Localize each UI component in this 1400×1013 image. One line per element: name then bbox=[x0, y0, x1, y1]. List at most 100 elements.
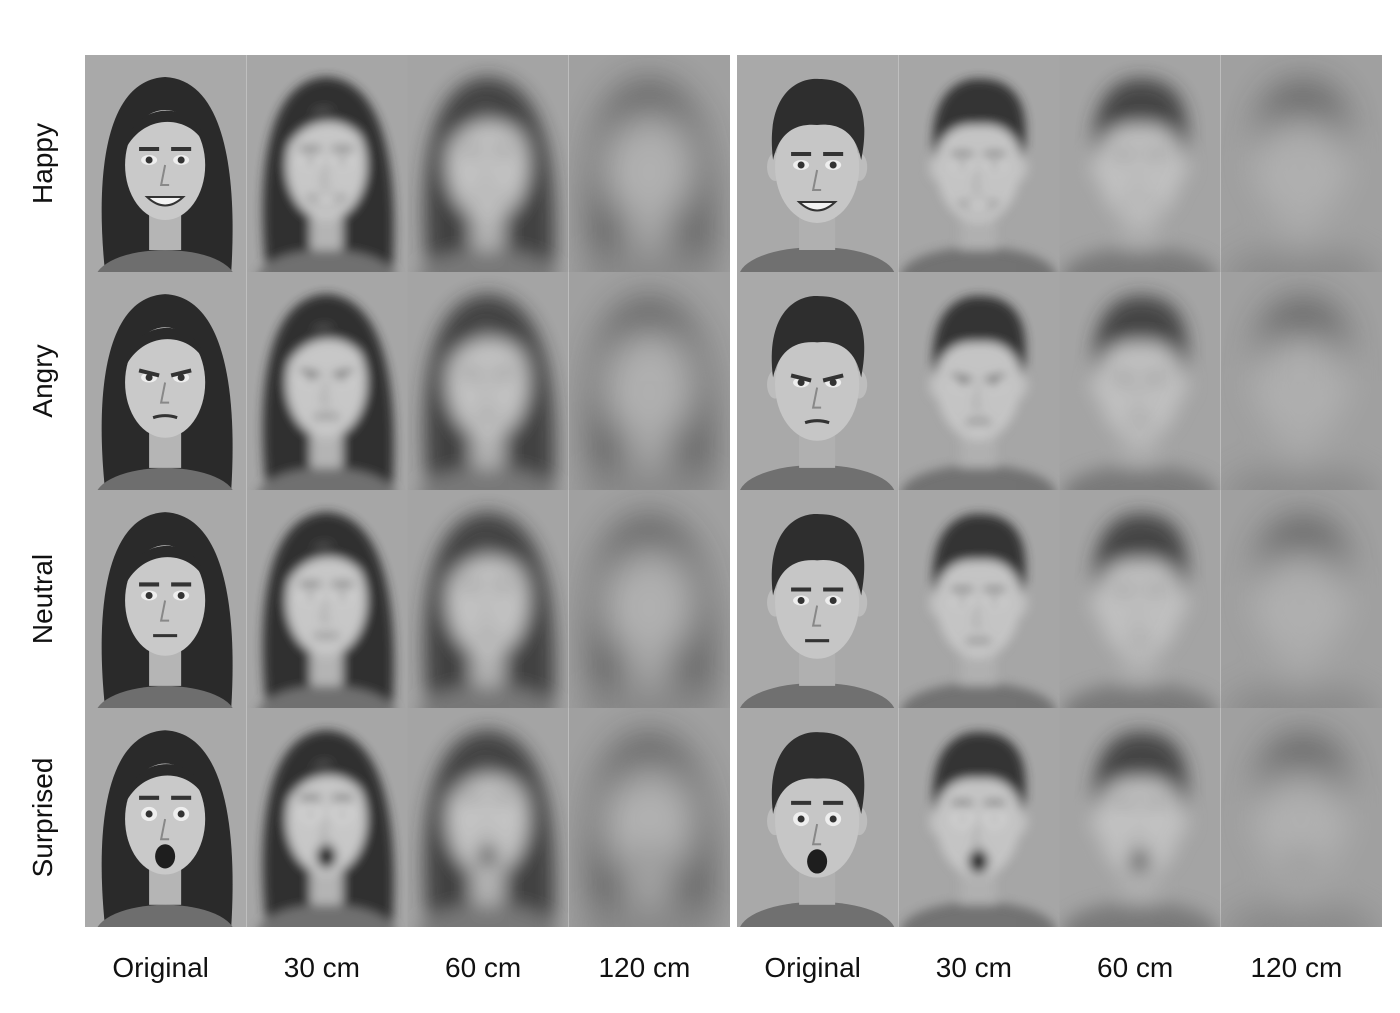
image-cell bbox=[246, 708, 408, 927]
mouth bbox=[1288, 419, 1314, 425]
shoulders bbox=[420, 904, 556, 927]
hair bbox=[1255, 295, 1349, 378]
nose bbox=[1134, 605, 1144, 627]
face bbox=[901, 295, 1056, 490]
nose bbox=[1295, 169, 1305, 191]
hair bbox=[771, 78, 865, 160]
face bbox=[420, 730, 556, 927]
skin bbox=[936, 328, 1021, 441]
face bbox=[97, 77, 233, 272]
shoulders bbox=[1223, 682, 1378, 708]
image-cell bbox=[737, 272, 899, 490]
face bbox=[1223, 732, 1378, 927]
image-cell bbox=[737, 490, 899, 708]
mouth bbox=[968, 849, 989, 874]
hair bbox=[771, 732, 865, 814]
skin bbox=[1097, 328, 1182, 441]
pupil bbox=[338, 156, 346, 164]
nose bbox=[159, 818, 170, 841]
mouth bbox=[807, 849, 828, 874]
face bbox=[1062, 513, 1217, 708]
pupil bbox=[177, 810, 185, 818]
brow bbox=[983, 373, 1005, 383]
pupil bbox=[145, 810, 153, 818]
face bbox=[97, 294, 233, 490]
nose bbox=[1134, 387, 1144, 409]
shoulders bbox=[420, 467, 556, 490]
hair bbox=[1094, 295, 1187, 378]
pupil bbox=[1152, 378, 1160, 387]
face bbox=[901, 513, 1056, 708]
face bbox=[581, 730, 717, 927]
pupil bbox=[145, 373, 153, 381]
skin bbox=[608, 763, 689, 875]
brow bbox=[1113, 373, 1135, 383]
face bbox=[1223, 513, 1378, 708]
brow bbox=[790, 373, 812, 383]
skin bbox=[1258, 111, 1343, 223]
pupil bbox=[629, 591, 637, 599]
hair bbox=[771, 295, 865, 378]
pupil bbox=[1281, 378, 1289, 387]
shoulders bbox=[901, 682, 1056, 708]
shoulders bbox=[97, 250, 233, 272]
pupil bbox=[1120, 596, 1128, 605]
skin bbox=[775, 111, 860, 223]
pupil bbox=[338, 373, 346, 381]
nose bbox=[159, 164, 170, 186]
image-cell bbox=[407, 272, 569, 490]
pupil bbox=[1281, 161, 1289, 169]
pupil bbox=[500, 810, 508, 818]
shoulders bbox=[581, 467, 717, 490]
nose bbox=[482, 382, 492, 404]
column-label: 120 cm bbox=[598, 952, 690, 983]
shoulders bbox=[258, 250, 394, 272]
row-label: Happy bbox=[27, 123, 58, 204]
mouth bbox=[144, 196, 186, 207]
nose bbox=[321, 164, 331, 186]
shoulders bbox=[1223, 901, 1378, 927]
face bbox=[581, 77, 717, 272]
fringe bbox=[447, 110, 530, 150]
hair bbox=[1255, 732, 1349, 814]
skin bbox=[936, 111, 1021, 223]
shoulders bbox=[740, 247, 895, 272]
pupil bbox=[797, 815, 805, 823]
hair bbox=[1094, 78, 1187, 160]
fringe bbox=[608, 545, 691, 586]
nose bbox=[159, 382, 170, 404]
mouth bbox=[796, 201, 838, 212]
pupil bbox=[500, 373, 508, 381]
pupil bbox=[306, 156, 314, 164]
face bbox=[901, 78, 1056, 272]
fringe bbox=[447, 764, 530, 804]
skin bbox=[608, 327, 689, 438]
pupil bbox=[629, 373, 637, 381]
pupil bbox=[177, 591, 185, 599]
pupil bbox=[661, 591, 669, 599]
shoulders bbox=[1223, 247, 1378, 272]
pupil bbox=[958, 161, 966, 169]
image-cell bbox=[898, 272, 1060, 490]
pupil bbox=[177, 373, 185, 381]
pupil bbox=[1120, 815, 1128, 823]
face bbox=[740, 513, 895, 708]
pupil bbox=[1152, 596, 1160, 605]
skin bbox=[1097, 111, 1182, 223]
mouth bbox=[155, 844, 176, 869]
pupil bbox=[145, 591, 153, 599]
fringe bbox=[125, 110, 208, 150]
pupil bbox=[990, 815, 998, 823]
pupil bbox=[958, 378, 966, 387]
row-label: Neutral bbox=[27, 554, 58, 644]
face bbox=[1062, 78, 1217, 272]
mouth bbox=[313, 414, 339, 420]
nose bbox=[811, 169, 822, 191]
face bbox=[1223, 78, 1378, 272]
hair bbox=[1255, 513, 1349, 596]
mouth bbox=[477, 844, 498, 869]
face bbox=[1223, 295, 1378, 490]
hair bbox=[933, 513, 1026, 596]
image-cell bbox=[85, 272, 247, 490]
